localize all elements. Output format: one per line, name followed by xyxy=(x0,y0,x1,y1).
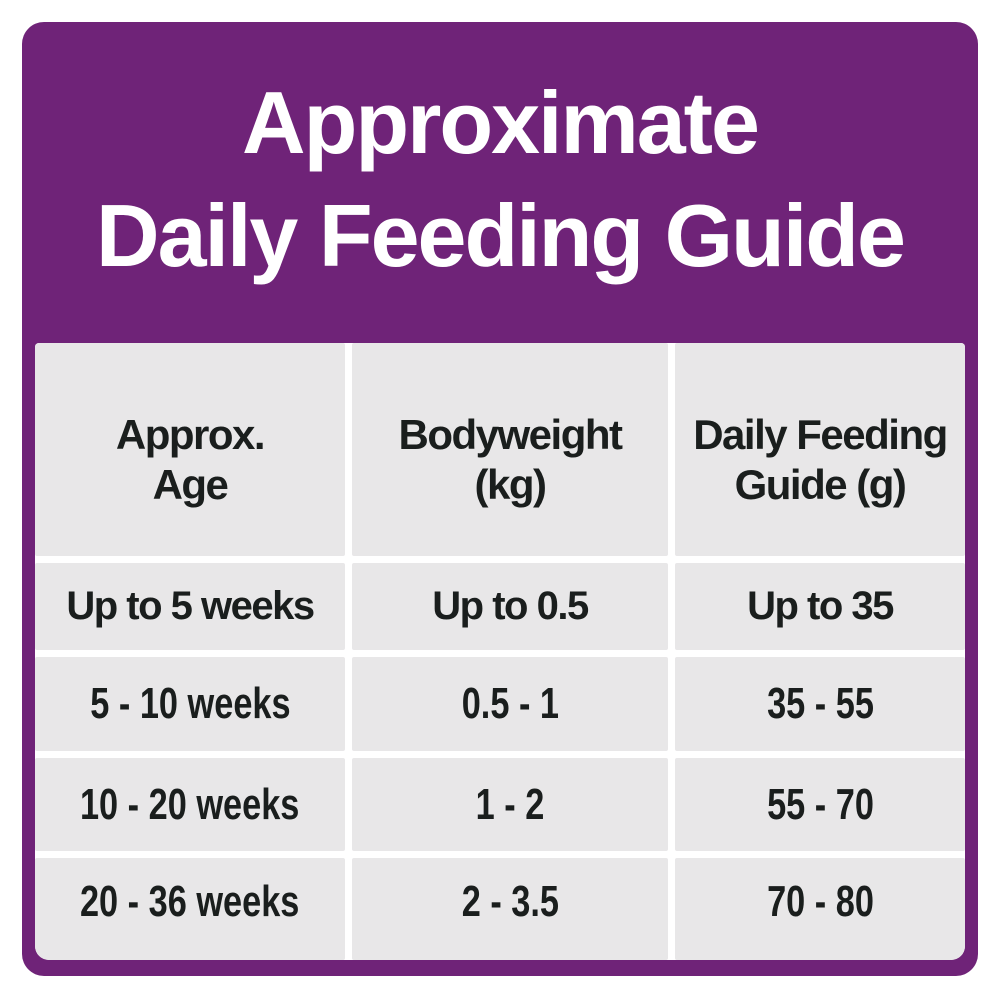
feeding-guide-card: Approximate Daily Feeding Guide Approx. … xyxy=(22,22,978,976)
table-cell-weight-row4: 2 - 3.5 xyxy=(352,858,668,960)
table-cell-feed-row2: 35 - 55 xyxy=(675,657,965,751)
table-cell-weight-row2: 0.5 - 1 xyxy=(352,657,668,751)
cell-value: 70 - 80 xyxy=(766,877,874,926)
cell-value: 20 - 36 weeks xyxy=(80,877,300,926)
table-cell-feed-row3: 55 - 70 xyxy=(675,758,965,851)
column-header-approx-age: Approx. Age xyxy=(35,343,345,556)
cell-value: 35 - 55 xyxy=(766,679,874,728)
column-header-daily-feeding-guide-g: Daily Feeding Guide (g) xyxy=(675,343,965,556)
table-cell-age-row2: 5 - 10 weeks xyxy=(35,657,345,751)
table-cell-age-row3: 10 - 20 weeks xyxy=(35,758,345,851)
table-cell-weight-row3: 1 - 2 xyxy=(352,758,668,851)
cell-value: 0.5 - 1 xyxy=(461,679,559,728)
cell-value: 55 - 70 xyxy=(766,779,874,829)
cell-value: Up to 35 xyxy=(747,584,894,628)
cell-value: 2 - 3.5 xyxy=(461,877,559,926)
cell-value: Up to 0.5 xyxy=(432,584,589,628)
cell-value: 5 - 10 weeks xyxy=(89,679,291,728)
table-cell-age-row4: 20 - 36 weeks xyxy=(35,858,345,960)
table-cell-age-row1: Up to 5 weeks xyxy=(35,563,345,650)
column-header-bodyweight-kg: Bodyweight (kg) xyxy=(352,343,668,556)
page-title: Approximate Daily Feeding Guide xyxy=(96,72,906,285)
table-cell-weight-row1: Up to 0.5 xyxy=(352,563,668,650)
cell-value: Up to 5 weeks xyxy=(66,584,315,628)
cell-value: 10 - 20 weeks xyxy=(80,779,300,829)
table-cell-feed-row4: 70 - 80 xyxy=(675,858,965,960)
feeding-guide-table: Approx. Age Bodyweight (kg) Daily Feedin… xyxy=(35,343,965,960)
table-cell-feed-row1: Up to 35 xyxy=(675,563,965,650)
cell-value: 1 - 2 xyxy=(475,779,545,829)
